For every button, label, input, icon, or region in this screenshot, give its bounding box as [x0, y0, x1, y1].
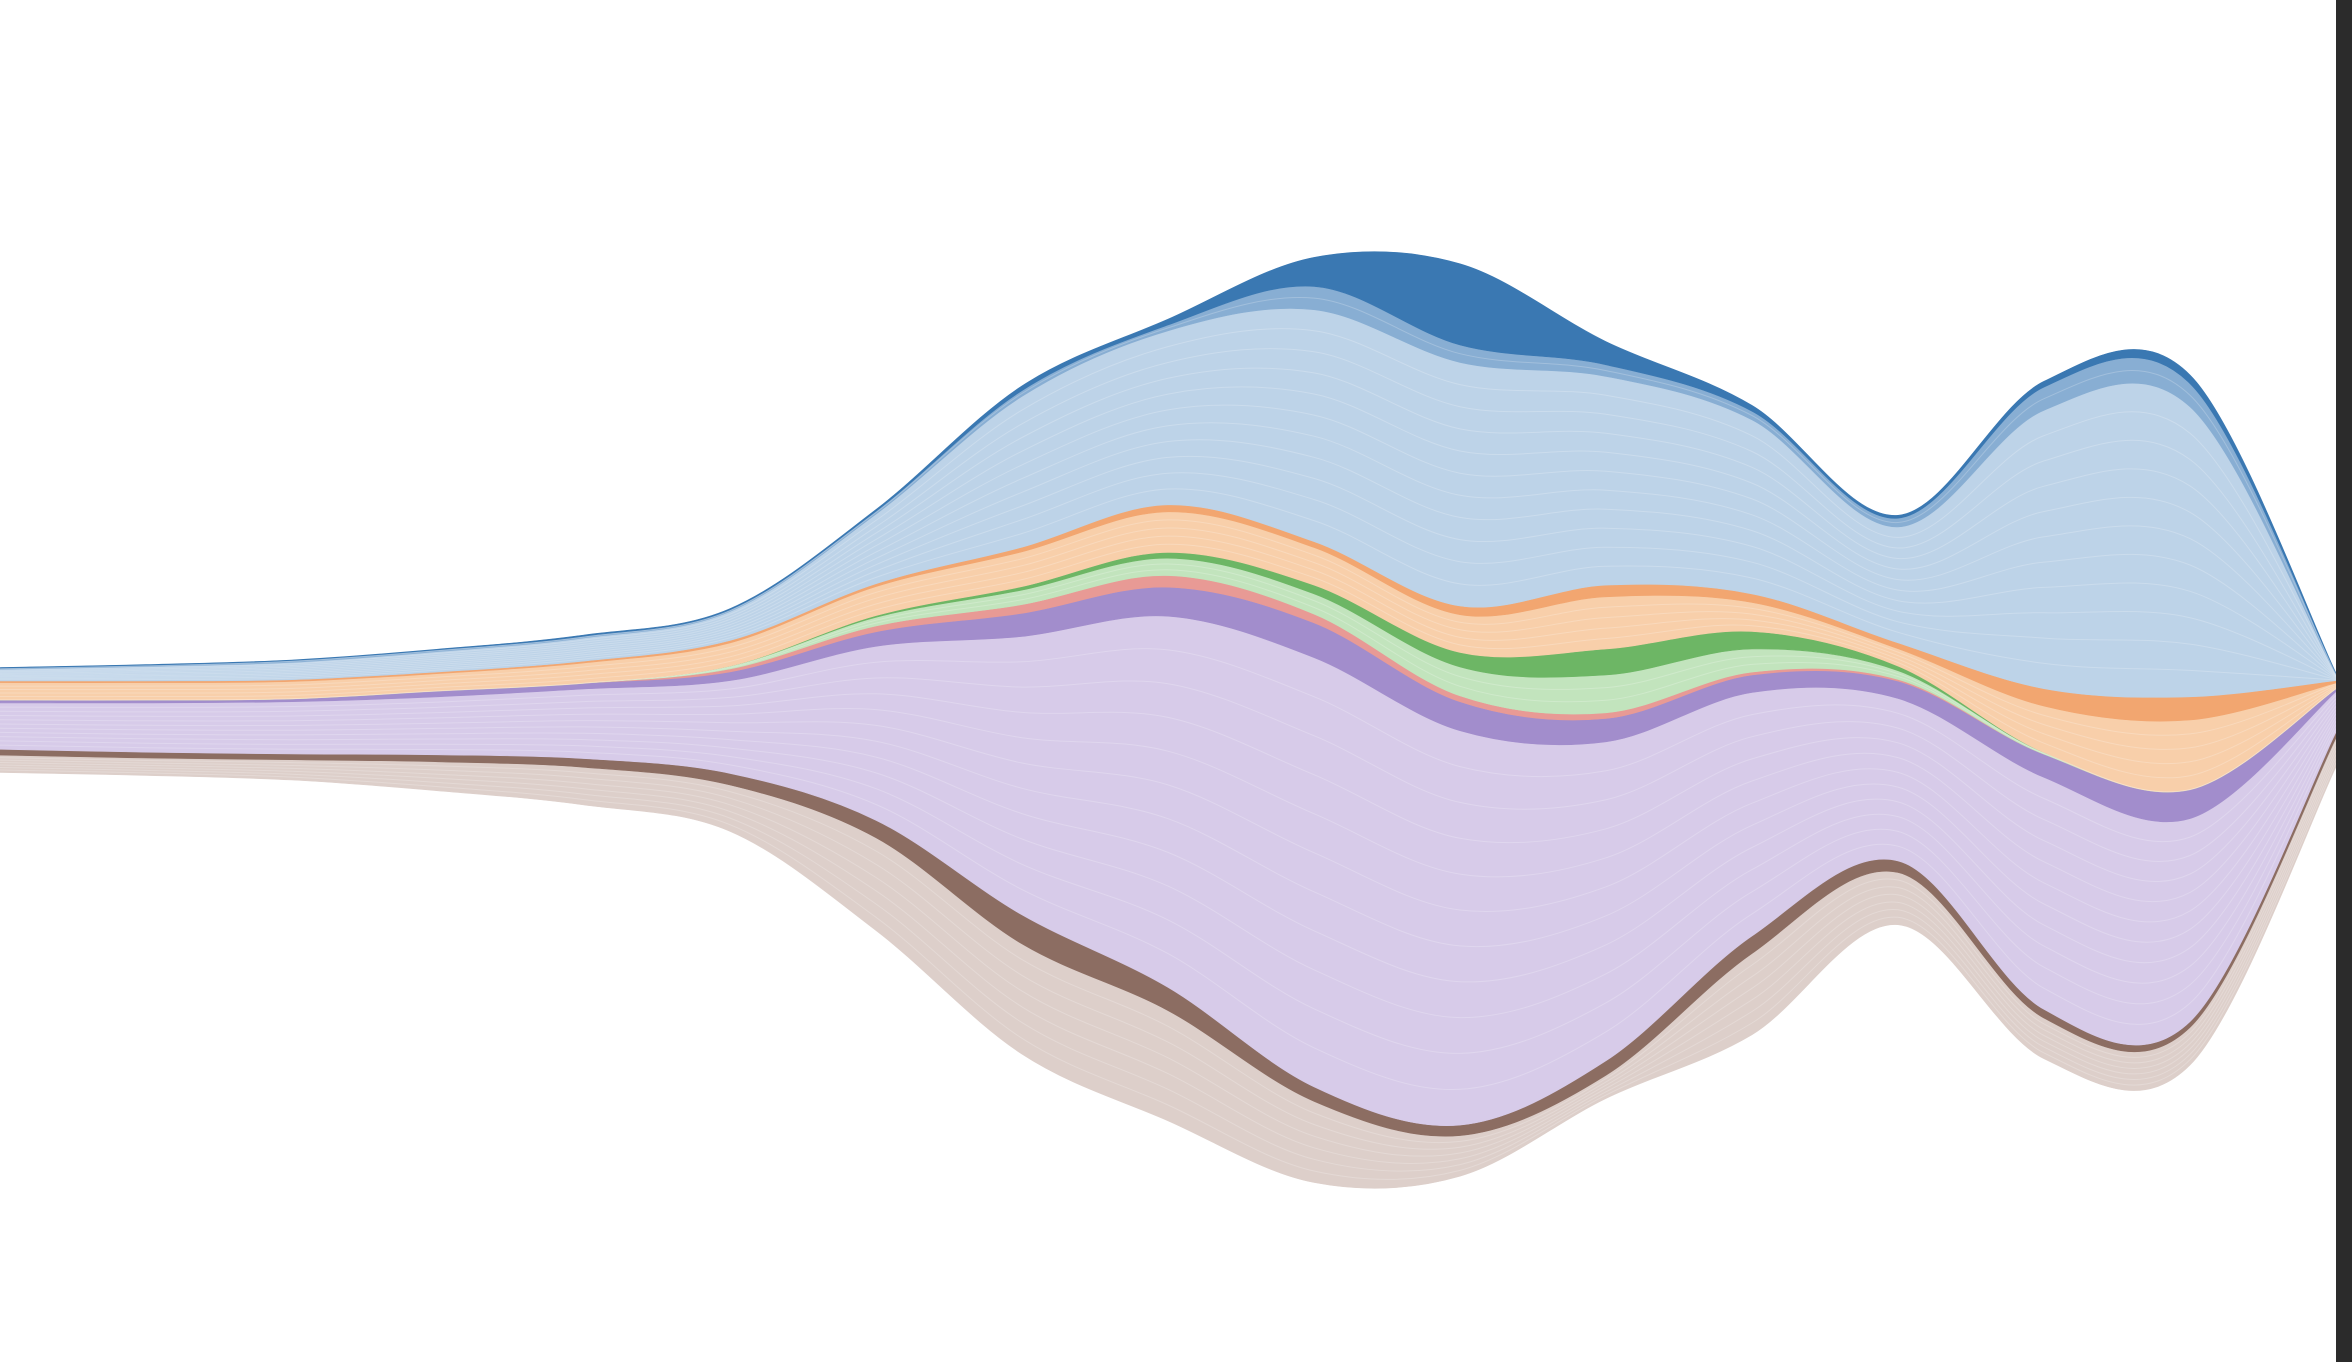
stream-fiber-line: [0, 404, 2337, 678]
stream-fiber-line: [0, 720, 2337, 1019]
stream-fiber-line: [0, 648, 2337, 843]
stream-fiber-line: [0, 348, 2337, 677]
stream-fiber-line: [0, 724, 2337, 1054]
stream-fiber-line: [0, 527, 2337, 750]
stream-fiber-line: [0, 569, 2337, 793]
stream-fiber-line: [0, 741, 2337, 1144]
stream-fiber-line: [0, 543, 2337, 779]
stream-fiber-line: [0, 709, 2337, 923]
stream-fiber-line: [0, 519, 2337, 736]
stream-fiber-line: [0, 728, 2337, 1091]
stream-fiber-line: [0, 693, 2337, 883]
stream-fiber-line: [0, 758, 2337, 1172]
window-edge-bar: [2336, 0, 2352, 1362]
stream-fiber-line: [0, 422, 2337, 679]
stream-fiber-line: [0, 455, 2337, 680]
stream-layers: [0, 251, 2337, 1189]
stream-fiber-line: [0, 713, 2337, 948]
stream-fiber-line: [0, 328, 2337, 676]
stream-fiber-line: [0, 296, 2337, 675]
stream-fiber-line: [0, 762, 2337, 1180]
stream-fiber-line: [0, 563, 2337, 793]
stream-fiber-line: [0, 746, 2337, 1150]
stream-fiber-line: [0, 750, 2337, 1157]
stream-fiber-line: [0, 717, 2337, 983]
stream-fiber-line: [0, 439, 2337, 679]
stream-fiber-line: [0, 705, 2337, 903]
stream-fiber-line: [0, 386, 2337, 678]
stream-fibers: [0, 296, 2337, 1180]
stream-fiber-line: [0, 677, 2337, 862]
stream-fiber-line: [0, 472, 2337, 680]
stream-fiber-line: [0, 367, 2337, 677]
stream-fiber-line: [0, 754, 2337, 1164]
stream-fiber-line: [0, 488, 2337, 681]
stream-fiber-line: [0, 535, 2337, 765]
